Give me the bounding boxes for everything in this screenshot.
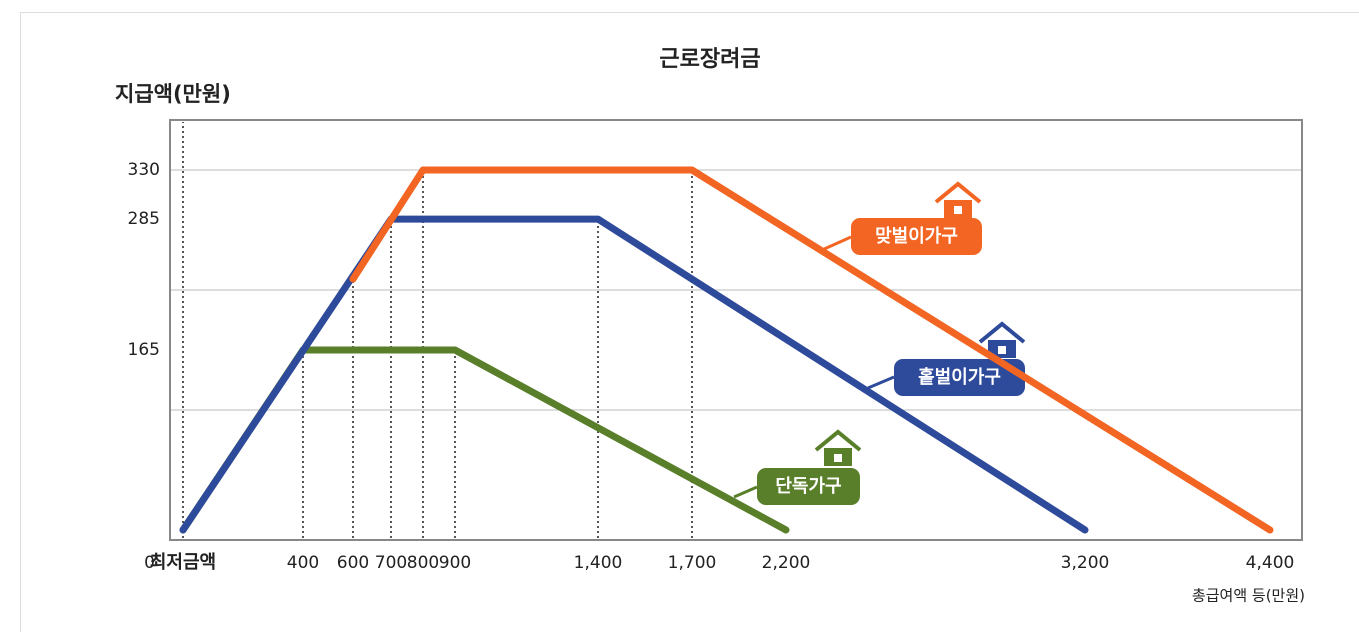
y-axis-label: 지급액(만원)	[115, 82, 231, 106]
y-tick-label: 0	[144, 553, 155, 573]
y-tick-label: 330	[128, 160, 160, 180]
house-window	[954, 206, 962, 214]
label-pointer	[867, 375, 895, 390]
x-axis-label: 총급여액 등(만원)	[1192, 587, 1305, 605]
legend-box	[894, 359, 1025, 396]
page-frame	[20, 12, 1359, 632]
legend-box	[757, 468, 860, 505]
house-icon	[978, 321, 1026, 358]
x-tick-label: 4,400	[1246, 553, 1295, 573]
chart-title: 근로장려금	[659, 47, 760, 72]
house-roof	[814, 429, 862, 452]
x-tick-label: 800	[407, 553, 439, 573]
x-tick-label: 1,400	[574, 553, 623, 573]
house-icon	[934, 181, 982, 218]
house-roof	[978, 321, 1026, 344]
x-tick-label: 700	[375, 553, 407, 573]
x-tick-label: 1,700	[668, 553, 717, 573]
x-tick-label: 2,200	[762, 553, 811, 573]
x-tick-label: 최저금액	[150, 552, 216, 573]
house-icon	[814, 429, 862, 466]
series-line	[179, 215, 1089, 534]
plot-frame	[169, 119, 1303, 541]
label-pointer	[733, 485, 758, 499]
x-tick-label: 400	[287, 553, 319, 573]
house-window	[834, 454, 842, 462]
house-roof	[934, 181, 982, 204]
house-window	[998, 346, 1006, 354]
grid	[171, 169, 1301, 411]
x-tick-label: 900	[439, 553, 471, 573]
legend-box	[851, 218, 982, 255]
series-line	[349, 166, 1274, 534]
legend-label: 홑벌이가구	[918, 366, 1001, 388]
y-tick-label: 165	[128, 340, 160, 360]
x-tick-label: 3,200	[1061, 553, 1110, 573]
y-tick-label: 285	[128, 209, 160, 229]
x-tick-label: 600	[337, 553, 369, 573]
label-pointer	[821, 235, 852, 252]
legend-label: 단독가구	[775, 476, 841, 497]
legend-label: 맞벌이가구	[875, 226, 958, 247]
